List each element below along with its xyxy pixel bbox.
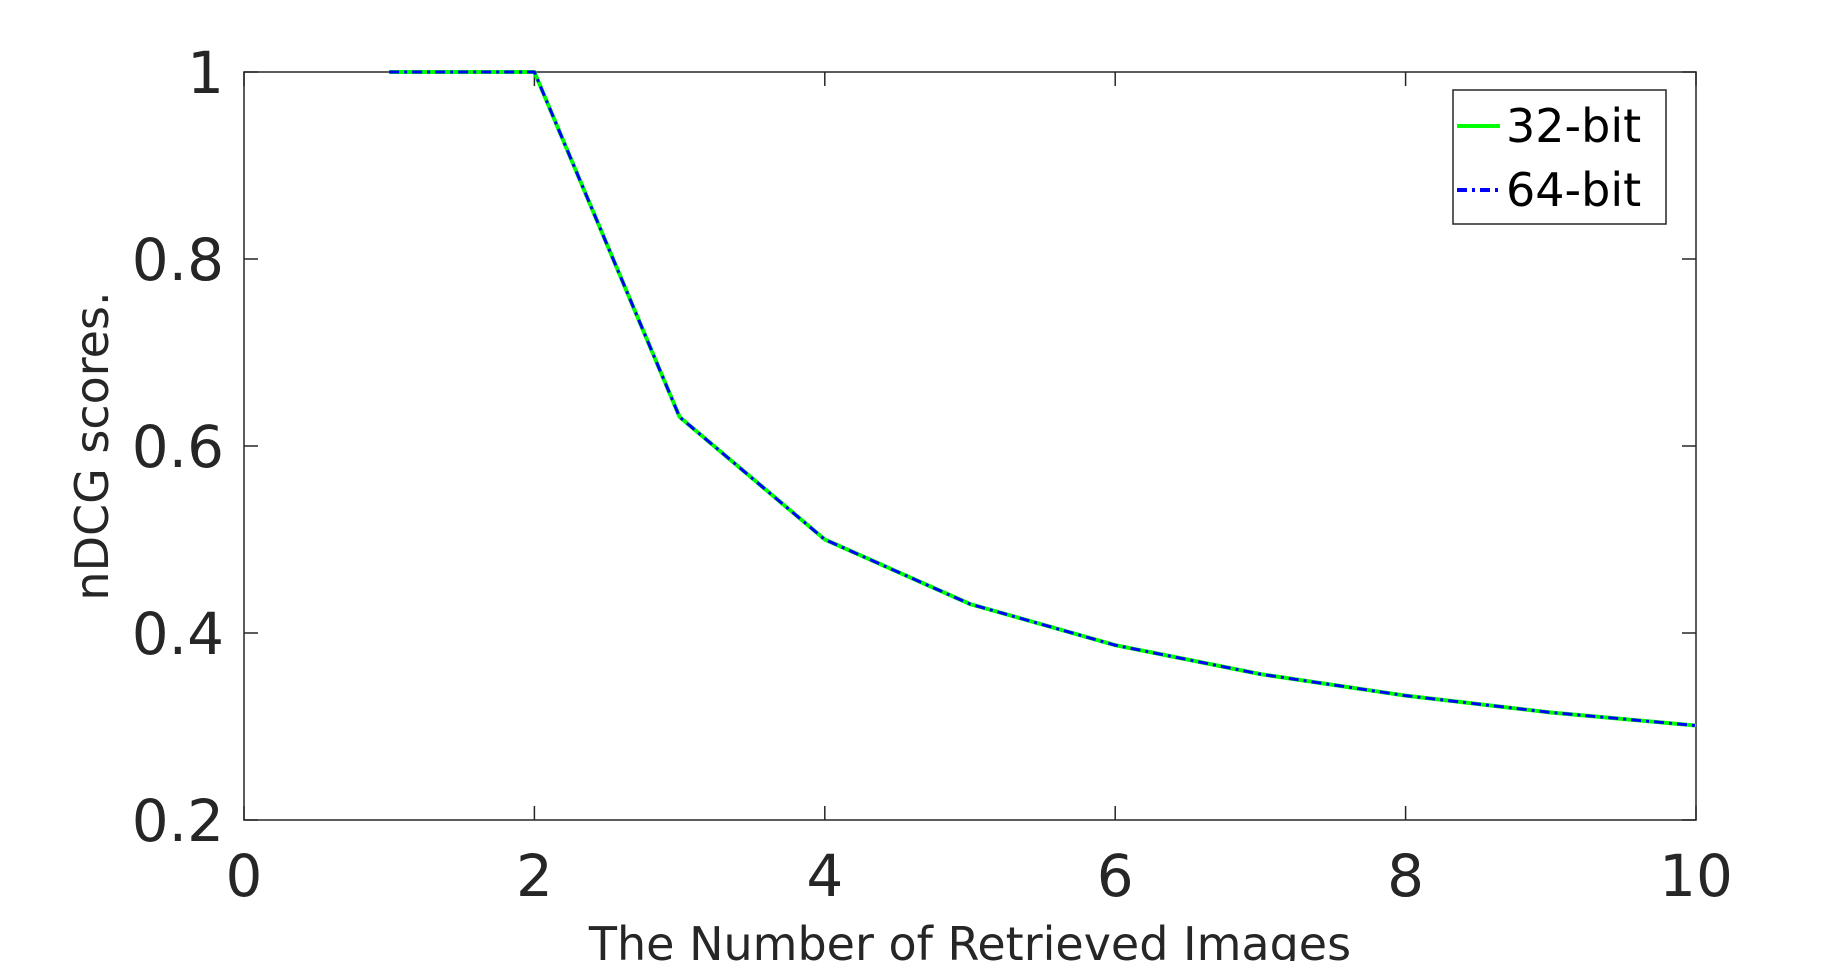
legend: 32-bit 64-bit	[1452, 89, 1667, 225]
x-tick-label: 2	[516, 842, 553, 910]
legend-label-32-bit: 32-bit	[1506, 99, 1641, 153]
legend-label-64-bit: 64-bit	[1506, 163, 1641, 217]
series-line-64-bit	[389, 70, 1697, 728]
y-tick-label: 0.2	[132, 787, 224, 855]
y-tick-label: 0.4	[132, 600, 224, 668]
x-tick-label: 4	[806, 842, 843, 910]
x-axis-title: The Number of Retrieved Images	[588, 917, 1351, 961]
series-layer	[389, 70, 1697, 728]
x-tick-label: 6	[1097, 842, 1134, 910]
y-axis-title: nDCG scores.	[65, 291, 119, 600]
y-tick-label: 0.8	[132, 226, 224, 294]
x-tick-label: 8	[1387, 842, 1424, 910]
x-tick-label: 10	[1659, 842, 1733, 910]
y-tick-label: 0.6	[132, 413, 224, 481]
legend-box	[1452, 89, 1667, 225]
axis-ticks: 0 2 4 6 8 10 0.2 0.4 0.6 0.8 1	[132, 39, 1733, 910]
y-tick-label: 1	[187, 39, 224, 107]
x-tick-label: 0	[226, 842, 263, 910]
